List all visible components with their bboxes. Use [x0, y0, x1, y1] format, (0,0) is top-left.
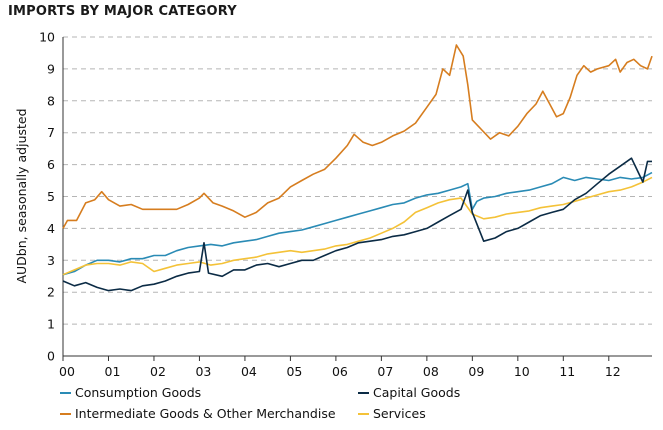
- y-tick-label: 6: [47, 157, 55, 172]
- x-tick-label: 02: [150, 364, 166, 379]
- series-lines: [62, 44, 653, 292]
- x-tick-label: 01: [105, 364, 121, 379]
- x-tick-label: 07: [377, 364, 393, 379]
- x-tick-label: 08: [423, 364, 439, 379]
- series-line-services: [62, 176, 653, 276]
- axes: [62, 37, 652, 361]
- series-line-intermediate-goods-other-merchandise: [62, 44, 653, 229]
- grid: [63, 36, 652, 325]
- y-tick-label: 1: [47, 317, 55, 332]
- y-tick-label: 8: [47, 93, 55, 108]
- y-tick-label: 7: [47, 125, 55, 140]
- series-line-capital-goods: [62, 157, 652, 292]
- x-tick-label: 03: [195, 364, 211, 379]
- legend-label: Intermediate Goods & Other Merchandise: [75, 406, 336, 421]
- y-tick-label: 10: [39, 30, 55, 45]
- chart-title: IMPORTS BY MAJOR CATEGORY: [8, 4, 237, 19]
- x-tick-label: 06: [332, 364, 348, 379]
- y-axis-label: AUDbn, seasonally adjusted: [14, 108, 29, 283]
- series-line-consumption-goods: [62, 171, 653, 276]
- legend-label: Services: [373, 406, 426, 421]
- y-tick-label: 2: [47, 285, 55, 300]
- legend: Consumption Goods Capital Goods Intermedia…: [60, 385, 460, 421]
- legend-label: Consumption Goods: [75, 385, 201, 400]
- x-tick-label: 11: [559, 364, 575, 379]
- y-tick-label: 4: [47, 221, 55, 236]
- x-tick-label: 10: [514, 364, 530, 379]
- y-tick-label: 9: [47, 61, 55, 76]
- y-tick-label: 0: [47, 349, 55, 364]
- x-tick-label: 09: [468, 364, 484, 379]
- y-tick-label: 5: [47, 189, 55, 204]
- x-tick-label: 05: [286, 364, 302, 379]
- x-tick-label: 00: [59, 364, 75, 379]
- y-tick-label: 3: [47, 253, 55, 268]
- x-tick-labels: 00 01 02 03 04 05 06 07 08 09 10 11 12: [59, 364, 621, 379]
- y-tick-labels: 0 1 2 3 4 5 6 7 8 9 10: [39, 30, 55, 364]
- legend-label: Capital Goods: [373, 385, 460, 400]
- x-tick-label: 12: [605, 364, 621, 379]
- x-tick-label: 04: [241, 364, 257, 379]
